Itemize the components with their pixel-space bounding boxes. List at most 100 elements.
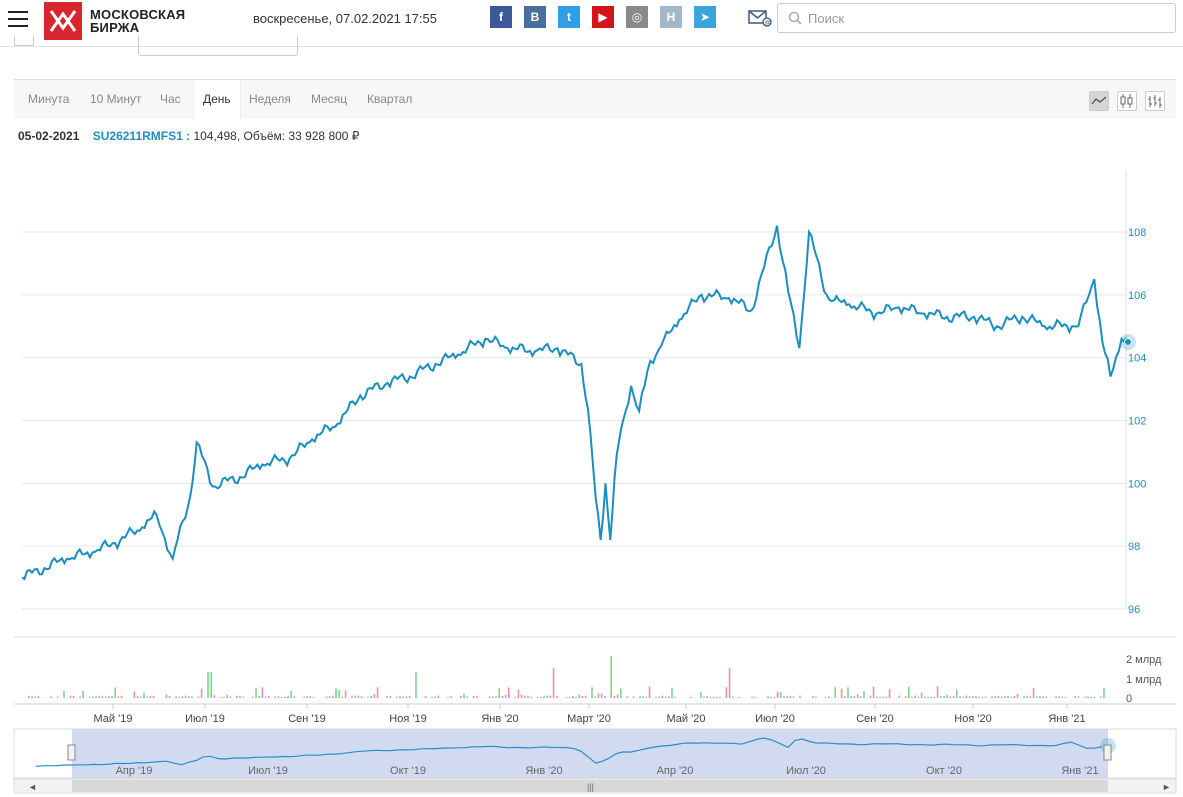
- volume-bar: [1093, 696, 1096, 698]
- volume-bar: [572, 696, 574, 698]
- youtube-icon[interactable]: ▶: [592, 6, 614, 28]
- volume-bar: [258, 695, 260, 698]
- volume-bar: [591, 687, 593, 698]
- volume-bar: [226, 694, 228, 698]
- tab-week[interactable]: Неделя: [249, 92, 291, 106]
- telegram-icon[interactable]: ➤: [694, 6, 716, 28]
- volume-bar: [37, 695, 40, 698]
- navigator-left-handle[interactable]: [67, 744, 76, 761]
- logo-mark-icon: [44, 2, 82, 40]
- volume-bar: [719, 696, 721, 698]
- line-chart-icon[interactable]: [1089, 91, 1109, 111]
- navigator-last-halo: [1100, 738, 1116, 754]
- volume-bar: [1074, 695, 1076, 698]
- volume-bar: [773, 696, 776, 698]
- scroll-left-arrow-icon[interactable]: ◄: [28, 782, 37, 792]
- navigator-right-handle[interactable]: [1103, 744, 1112, 761]
- volume-bar: [517, 689, 520, 698]
- volume-bar: [898, 695, 900, 698]
- volume-bar: [210, 672, 212, 698]
- volume-bar: [504, 694, 507, 698]
- mail-icon[interactable]: @: [748, 9, 772, 32]
- volume-bar: [872, 686, 875, 698]
- volume-bar: [229, 696, 232, 698]
- volume-bar: [181, 696, 184, 698]
- navigator-tick-label: Апр '20: [657, 765, 694, 777]
- volume-bar: [911, 696, 913, 698]
- point-ticker[interactable]: SU26211RMFS1 :: [92, 129, 191, 143]
- partial-select[interactable]: [138, 36, 298, 56]
- ohlc-icon[interactable]: [1145, 91, 1165, 111]
- volume-bar: [242, 696, 244, 698]
- volume-bar: [306, 696, 308, 698]
- instagram-icon[interactable]: ◎: [626, 6, 648, 28]
- volume-bar: [565, 696, 568, 698]
- facebook-icon[interactable]: f: [490, 6, 512, 28]
- volume-bar: [373, 693, 376, 698]
- y-tick-label: 100: [1128, 478, 1146, 490]
- volume-bar: [213, 695, 216, 698]
- volume-bar: [645, 696, 648, 698]
- volume-bar: [223, 696, 225, 698]
- volume-bar: [293, 696, 296, 698]
- moex-logo[interactable]: МОСКОВСКАЯ БИРЖА: [44, 2, 185, 40]
- tab-10-minutes[interactable]: 10 Минут: [90, 92, 142, 106]
- tab-minute[interactable]: Минута: [28, 92, 70, 106]
- last-point-halo: [1120, 333, 1136, 350]
- volume-bar: [175, 696, 177, 698]
- tab-quarter[interactable]: Квартал: [367, 92, 413, 106]
- volume-bar: [706, 695, 708, 698]
- volume-bar: [101, 696, 104, 698]
- volume-bar: [972, 696, 974, 698]
- volume-bar: [69, 695, 72, 698]
- volume-bar: [236, 695, 238, 698]
- volume-bar: [31, 696, 33, 698]
- volume-bar: [655, 696, 657, 698]
- volume-bar: [108, 695, 110, 698]
- volume-bar: [92, 696, 94, 698]
- volume-bar: [351, 696, 353, 698]
- search-input[interactable]: [808, 10, 1148, 26]
- tab-day[interactable]: День: [193, 80, 241, 120]
- volume-bar: [98, 695, 100, 698]
- tab-month[interactable]: Месяц: [311, 92, 348, 106]
- volume-bar: [437, 695, 440, 698]
- partial-checkbox[interactable]: [14, 36, 34, 46]
- volume-bar: [1055, 696, 1057, 698]
- volume-bar: [415, 672, 417, 698]
- volume-bar: [460, 695, 462, 698]
- navigator-selection[interactable]: [72, 729, 1108, 778]
- search-box[interactable]: [777, 3, 1176, 33]
- volume-bar: [133, 691, 136, 698]
- volume-bar: [466, 696, 468, 698]
- scroll-right-arrow-icon[interactable]: ►: [1162, 782, 1171, 792]
- scrollbar-track[interactable]: [13, 778, 1177, 794]
- volume-bar: [463, 693, 465, 698]
- volume-tick-label: 2 млрд: [1126, 654, 1162, 666]
- volume-bar: [728, 668, 731, 698]
- volume-bar: [338, 690, 340, 698]
- volume-bar: [940, 696, 942, 698]
- vk-icon[interactable]: B: [524, 6, 546, 28]
- volume-bar: [149, 695, 152, 698]
- volume-bar: [287, 695, 289, 698]
- candlestick-icon[interactable]: [1117, 91, 1137, 111]
- volume-bar: [700, 691, 702, 698]
- menu-icon[interactable]: [8, 11, 28, 29]
- volume-bar: [120, 695, 123, 698]
- volume-bar: [869, 695, 872, 698]
- volume-bar: [853, 696, 856, 698]
- volume-bar: [840, 688, 843, 698]
- volume-bar: [104, 696, 107, 698]
- h-icon[interactable]: H: [660, 6, 682, 28]
- volume-bar: [642, 696, 644, 698]
- volume-bar: [879, 696, 881, 698]
- scrollbar-thumb[interactable]: [72, 780, 1108, 792]
- tab-hour[interactable]: Час: [160, 92, 181, 106]
- twitter-icon[interactable]: t: [558, 6, 580, 28]
- volume-bar: [671, 687, 673, 698]
- volume-bar: [344, 690, 347, 698]
- volume-bar: [495, 696, 497, 698]
